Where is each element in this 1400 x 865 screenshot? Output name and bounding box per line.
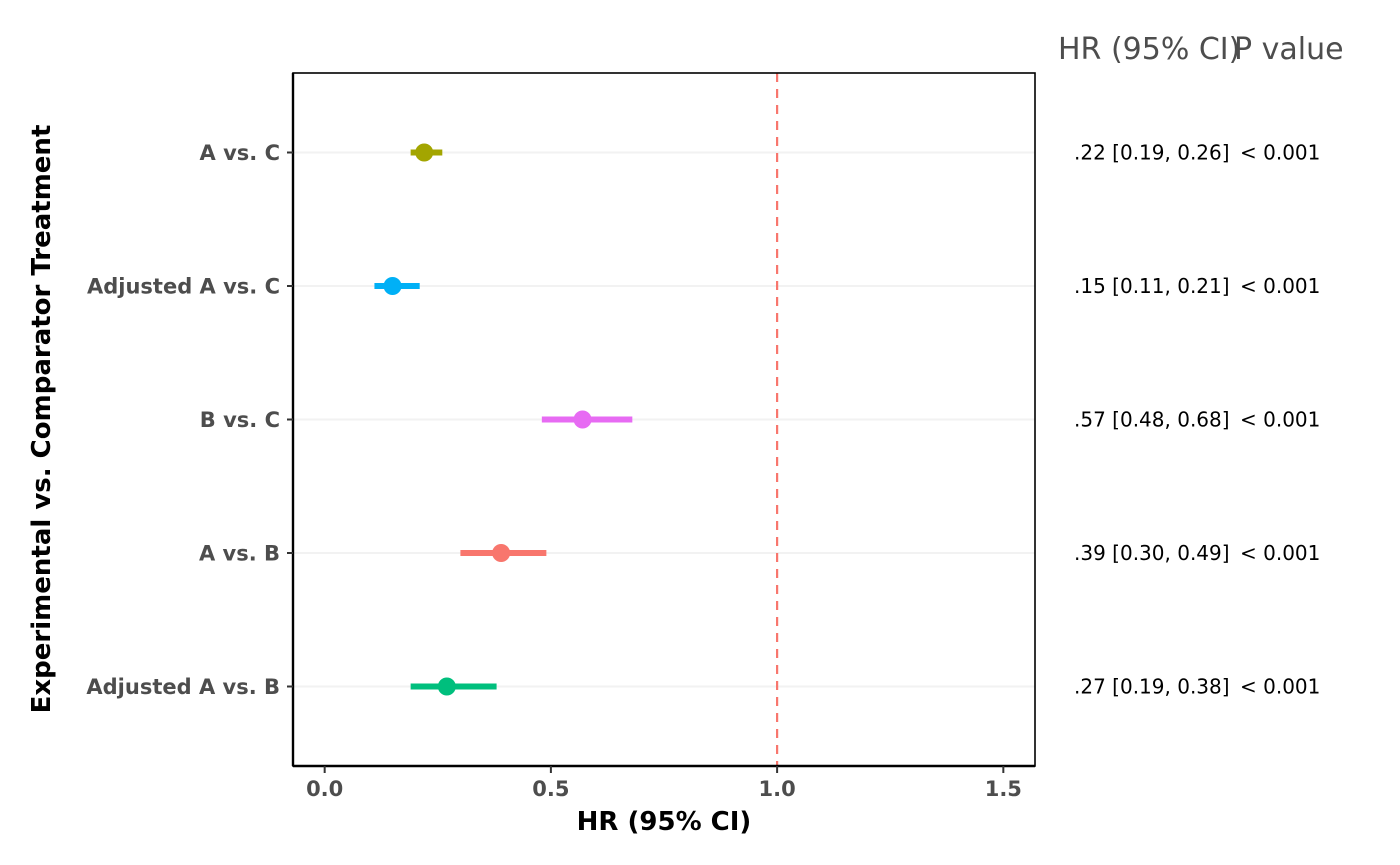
x-tick-label: 0.5 — [532, 777, 569, 801]
p-value-column-header: P value — [1234, 32, 1344, 67]
p-value-cell: < 0.001 — [1240, 675, 1320, 699]
x-tick-labels: 0.0 0.5 1.0 1.5 — [306, 766, 1022, 801]
p-value-cell: < 0.001 — [1240, 541, 1320, 565]
hr-ci-cell: .22 [0.19, 0.26] — [1074, 141, 1230, 165]
y-tick-label: Adjusted A vs. C — [87, 275, 280, 299]
hr-column-header: HR (95% CI) — [1058, 32, 1240, 67]
x-tick-label: 0.0 — [306, 777, 343, 801]
results-table: .22 [0.19, 0.26] < 0.001 .15 [0.11, 0.21] <… — [1074, 141, 1320, 699]
data-marks — [374, 143, 633, 696]
x-tick-label: 1.5 — [985, 777, 1022, 801]
hr-point — [492, 544, 511, 562]
y-tick-label: B vs. C — [200, 408, 280, 432]
p-value-cell: < 0.001 — [1240, 274, 1320, 298]
hr-point — [383, 277, 402, 295]
x-tick-label: 1.0 — [759, 777, 796, 801]
y-tick-label: A vs. C — [200, 141, 280, 165]
p-value-cell: < 0.001 — [1240, 141, 1320, 165]
p-value-cell: < 0.001 — [1240, 408, 1320, 432]
hr-point — [415, 143, 434, 162]
hr-ci-cell: .39 [0.30, 0.49] — [1074, 541, 1230, 565]
hr-ci-cell: .27 [0.19, 0.38] — [1074, 675, 1230, 699]
hr-ci-cell: .57 [0.48, 0.68] — [1074, 408, 1230, 432]
hr-point — [437, 677, 456, 696]
hr-ci-cell: .15 [0.11, 0.21] — [1074, 274, 1230, 298]
x-axis-title: HR (95% CI) — [577, 807, 752, 837]
hr-point — [573, 410, 592, 429]
y-tick-labels: A vs. C Adjusted A vs. C B vs. C A vs. B Adj… — [86, 141, 293, 699]
y-tick-label: A vs. B — [199, 542, 280, 566]
y-tick-label: Adjusted A vs. B — [86, 675, 280, 699]
y-axis-title: Experimental vs. Comparator Treatment — [27, 125, 57, 714]
